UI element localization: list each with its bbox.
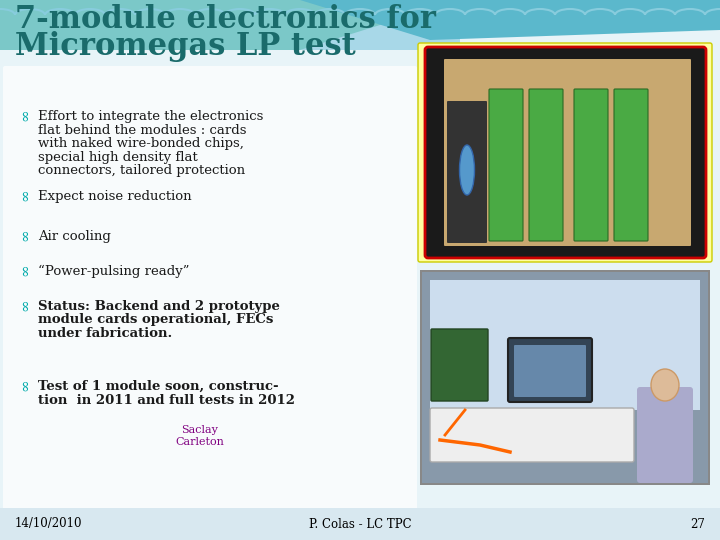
FancyBboxPatch shape (431, 329, 488, 401)
Text: Micromegas LP test: Micromegas LP test (15, 31, 356, 62)
Text: Status: Backend and 2 prototype: Status: Backend and 2 prototype (38, 300, 280, 313)
Text: “Power-pulsing ready”: “Power-pulsing ready” (38, 265, 189, 278)
Text: ∞: ∞ (18, 188, 32, 201)
FancyBboxPatch shape (508, 338, 592, 402)
Text: 27: 27 (690, 517, 705, 530)
Text: P. Colas - LC TPC: P. Colas - LC TPC (309, 517, 411, 530)
Text: flat behind the modules : cards: flat behind the modules : cards (38, 124, 246, 137)
FancyBboxPatch shape (489, 89, 523, 241)
Text: 14/10/2010: 14/10/2010 (15, 517, 83, 530)
Polygon shape (300, 0, 720, 40)
FancyBboxPatch shape (0, 508, 720, 540)
FancyBboxPatch shape (444, 59, 691, 246)
Polygon shape (0, 0, 460, 50)
Text: with naked wire-bonded chips,: with naked wire-bonded chips, (38, 137, 244, 150)
Text: connectors, tailored protection: connectors, tailored protection (38, 164, 245, 177)
Text: module cards operational, FECs: module cards operational, FECs (38, 314, 274, 327)
FancyBboxPatch shape (418, 43, 712, 262)
FancyBboxPatch shape (425, 47, 706, 258)
Text: Saclay
Carleton: Saclay Carleton (176, 425, 225, 447)
FancyBboxPatch shape (574, 89, 608, 241)
Text: ∞: ∞ (18, 263, 32, 276)
Text: ∞: ∞ (18, 298, 32, 310)
Text: special high density flat: special high density flat (38, 151, 198, 164)
FancyBboxPatch shape (0, 0, 460, 50)
FancyBboxPatch shape (422, 272, 708, 483)
FancyBboxPatch shape (3, 66, 417, 510)
FancyBboxPatch shape (430, 280, 700, 410)
Text: ∞: ∞ (18, 228, 32, 241)
Text: ∞: ∞ (18, 378, 32, 391)
Text: 7-module electronics for: 7-module electronics for (15, 4, 436, 35)
Text: Effort to integrate the electronics: Effort to integrate the electronics (38, 110, 264, 123)
Ellipse shape (651, 369, 679, 401)
Text: Expect noise reduction: Expect noise reduction (38, 190, 192, 203)
FancyBboxPatch shape (514, 345, 586, 397)
FancyBboxPatch shape (637, 387, 693, 483)
Text: Air cooling: Air cooling (38, 230, 111, 243)
FancyBboxPatch shape (614, 89, 648, 241)
Ellipse shape (459, 145, 474, 195)
Text: ∞: ∞ (18, 108, 32, 121)
Text: under fabrication.: under fabrication. (38, 327, 172, 340)
FancyBboxPatch shape (529, 89, 563, 241)
FancyBboxPatch shape (447, 101, 487, 243)
Text: Test of 1 module soon, construc-: Test of 1 module soon, construc- (38, 380, 279, 393)
FancyBboxPatch shape (430, 408, 634, 462)
Text: tion  in 2011 and full tests in 2012: tion in 2011 and full tests in 2012 (38, 394, 295, 407)
FancyBboxPatch shape (420, 270, 710, 485)
